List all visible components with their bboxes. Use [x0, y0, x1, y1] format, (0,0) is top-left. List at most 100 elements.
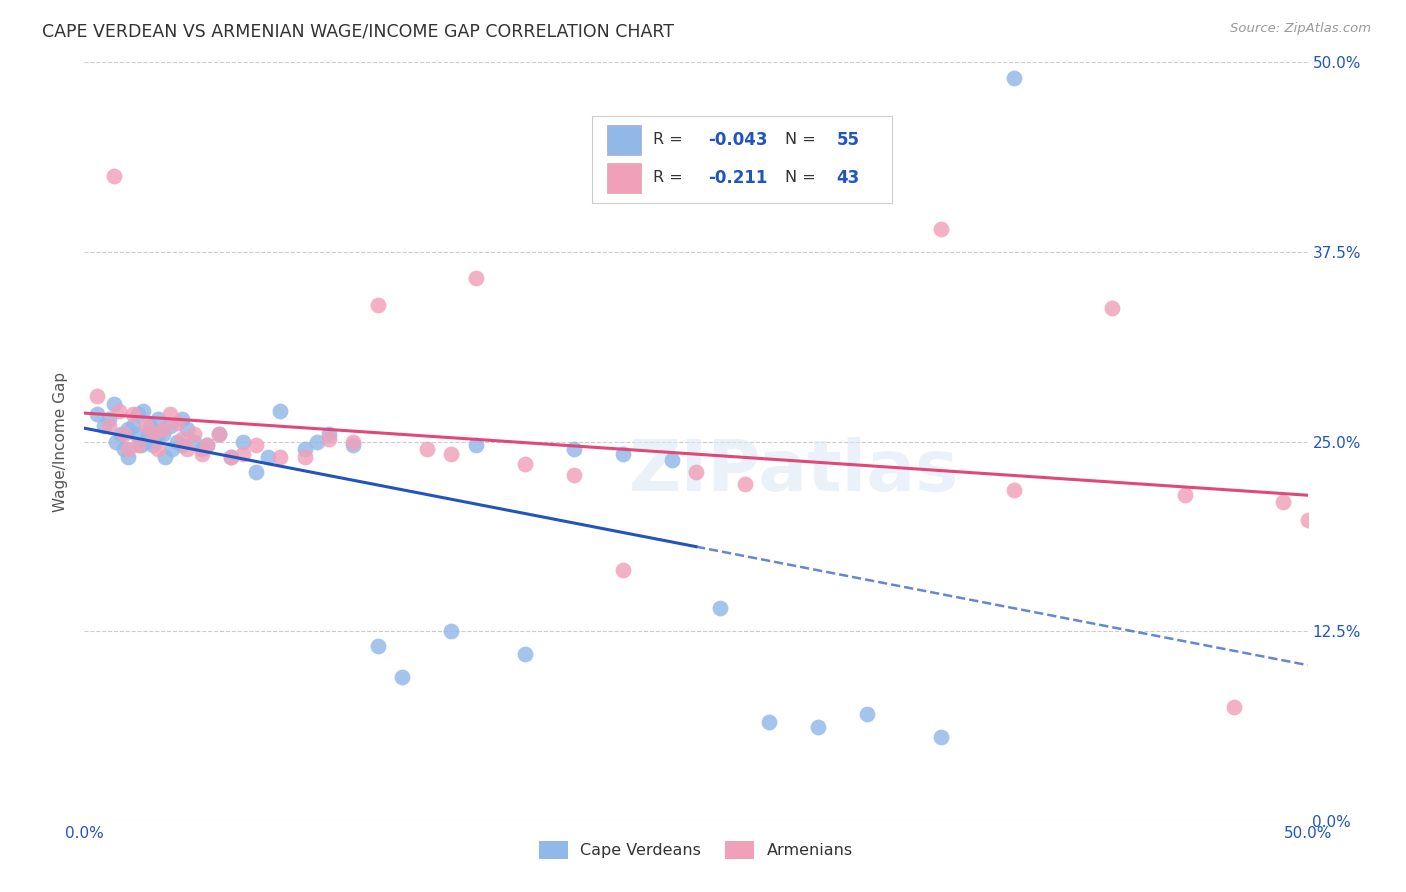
Point [135, 434, 157, 449]
Point [135, 419, 157, 434]
Point [176, 422, 198, 436]
Point [152, 427, 174, 442]
Point [110, 427, 132, 442]
Point [195, 437, 218, 451]
Point [146, 427, 169, 442]
Text: R =: R = [654, 170, 693, 186]
Point [208, 427, 231, 442]
Point [93, 419, 115, 434]
Point [318, 432, 340, 446]
Point [1223, 699, 1246, 714]
Point [139, 419, 162, 434]
Point [172, 432, 194, 446]
Point [294, 442, 316, 457]
Point [245, 465, 267, 479]
Text: ZIPatlas: ZIPatlas [628, 437, 959, 507]
Point [153, 450, 176, 464]
Point [416, 442, 439, 457]
Point [245, 437, 267, 451]
Text: -0.043: -0.043 [709, 131, 768, 149]
Text: 43: 43 [837, 169, 860, 186]
Point [257, 450, 280, 464]
Point [183, 434, 205, 449]
Point [97, 412, 120, 426]
Text: Source: ZipAtlas.com: Source: ZipAtlas.com [1230, 22, 1371, 36]
Point [103, 169, 125, 184]
Point [142, 427, 165, 442]
Point [305, 434, 328, 449]
Point [159, 419, 181, 434]
FancyBboxPatch shape [606, 162, 641, 193]
Point [232, 434, 254, 449]
Point [159, 407, 181, 421]
Point [391, 669, 413, 683]
Point [129, 437, 152, 451]
Point [929, 730, 952, 744]
Point [513, 458, 536, 472]
Point [127, 407, 149, 421]
Y-axis label: Wage/Income Gap: Wage/Income Gap [53, 371, 69, 512]
Point [1272, 495, 1295, 509]
Point [103, 396, 125, 410]
Point [807, 720, 830, 734]
Point [232, 447, 254, 461]
Point [183, 427, 205, 442]
Text: R =: R = [654, 132, 688, 147]
Text: -0.211: -0.211 [709, 169, 768, 186]
Point [191, 442, 214, 457]
Point [117, 450, 139, 464]
Point [136, 427, 159, 442]
Point [107, 404, 129, 418]
Point [195, 437, 218, 451]
Point [464, 437, 486, 451]
Point [685, 465, 707, 479]
Point [132, 404, 155, 418]
Point [269, 404, 291, 418]
Point [112, 427, 135, 442]
Text: 55: 55 [837, 131, 859, 149]
Point [86, 407, 108, 421]
Point [856, 707, 879, 722]
Point [105, 434, 128, 449]
Point [1174, 487, 1197, 501]
Point [127, 437, 149, 451]
Point [219, 450, 242, 464]
Point [117, 442, 139, 457]
Point [1101, 301, 1123, 315]
Point [219, 450, 242, 464]
FancyBboxPatch shape [606, 125, 641, 155]
Point [117, 422, 139, 436]
Point [440, 624, 463, 639]
Point [122, 407, 145, 421]
Point [86, 389, 108, 403]
Point [166, 434, 188, 449]
Point [172, 437, 194, 451]
FancyBboxPatch shape [592, 115, 891, 202]
Point [367, 298, 389, 312]
Point [191, 447, 214, 461]
Point [342, 437, 364, 451]
Text: N =: N = [786, 132, 821, 147]
Point [125, 427, 148, 442]
Point [661, 452, 683, 467]
Point [1296, 513, 1319, 527]
Point [152, 422, 174, 436]
Point [122, 419, 145, 434]
Point [142, 437, 165, 451]
Legend: Cape Verdeans, Armenians: Cape Verdeans, Armenians [533, 835, 859, 866]
Point [929, 222, 952, 236]
Point [112, 442, 135, 457]
Point [734, 477, 756, 491]
Point [464, 270, 486, 285]
Point [97, 419, 120, 434]
Point [146, 412, 169, 426]
Text: CAPE VERDEAN VS ARMENIAN WAGE/INCOME GAP CORRELATION CHART: CAPE VERDEAN VS ARMENIAN WAGE/INCOME GAP… [42, 22, 675, 40]
Point [294, 450, 316, 464]
Point [440, 447, 463, 461]
Point [146, 442, 169, 457]
Point [513, 647, 536, 661]
Point [172, 412, 194, 426]
Point [176, 442, 198, 457]
Point [367, 639, 389, 653]
Point [1002, 70, 1025, 85]
